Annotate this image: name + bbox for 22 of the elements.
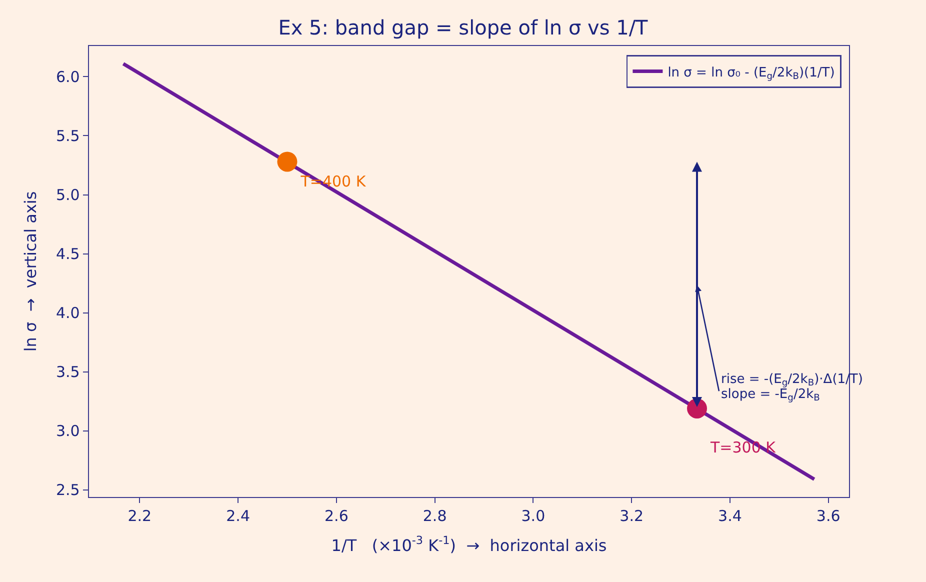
legend-label: ln σ = ln σ₀ - (E$_{g}$/2k$_{B}$)(1/T) [668,65,835,82]
x-tick-label: 2.4 [226,507,250,526]
chart-title: Ex 5: band gap = slope of ln σ vs 1/T [278,15,649,40]
x-tick-label: 3.2 [620,507,644,526]
y-tick-label: 3.0 [56,422,80,440]
y-tick-label: 2.5 [56,481,80,500]
x-tick-label: 2.6 [324,507,348,526]
x-tick-label: 2.8 [422,507,447,526]
y-tick-label: 3.5 [56,363,80,382]
y-tick-label: 4.5 [56,245,80,264]
y-tick-label: 5.5 [56,126,80,145]
annotation: slope = -E$_{g}$/2k$_{B}$ [721,387,820,404]
y-axis-title: ln σ → vertical axis [20,191,40,352]
y-tick-label: 5.0 [56,186,80,204]
series-label: T=300 K [710,438,777,457]
x-axis-title: 1/T (×10$^{-3}$ K$^{-1}$) → horizontal axis [331,534,607,555]
x-tick-label: 3.4 [718,507,742,526]
y-tick-label: 4.0 [56,304,80,322]
x-tick-label: 3.0 [521,507,546,526]
x-tick-label: 2.2 [128,507,152,526]
x-tick-label: 3.6 [816,507,840,526]
y-tick-label: 6.0 [56,68,80,86]
